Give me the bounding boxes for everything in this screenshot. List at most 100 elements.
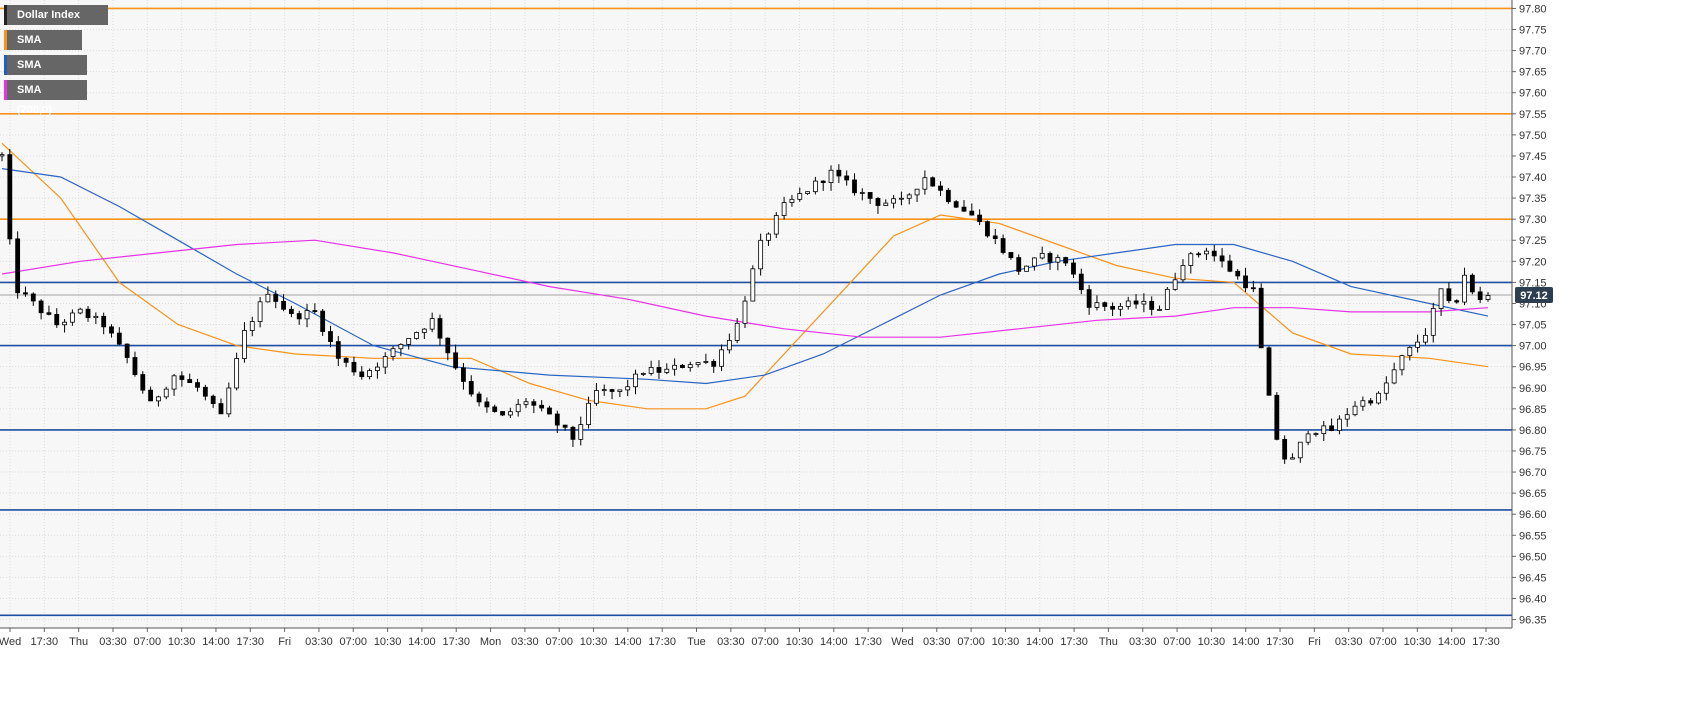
candle-body [554, 413, 560, 426]
candle-body [1243, 275, 1248, 289]
x-tick-label: 14:00 [202, 636, 230, 648]
candle-body [281, 301, 286, 310]
candle-body [351, 361, 357, 373]
candle-body [7, 154, 13, 240]
x-tick-label: 07:00 [1369, 636, 1397, 648]
candle-layer [0, 148, 1491, 464]
y-tick-label: 96.55 [1519, 530, 1547, 542]
candle-body [1102, 302, 1108, 307]
x-tick-label: 14:00 [1232, 636, 1260, 648]
candle-body [148, 389, 154, 402]
candle-body [445, 337, 451, 354]
x-tick-label: 10:30 [374, 636, 402, 648]
candle-body [773, 215, 779, 235]
candle-body [1391, 369, 1397, 384]
x-tick-label: 14:00 [820, 636, 848, 648]
y-tick-label: 97.55 [1519, 109, 1547, 121]
x-tick-label: 14:00 [1438, 636, 1466, 648]
candle-body [750, 268, 756, 302]
candle-body [54, 313, 60, 326]
candle-body [375, 366, 380, 371]
x-tick-label: 10:30 [580, 636, 608, 648]
candle-body [1352, 405, 1358, 416]
candle-body [179, 375, 185, 380]
candle-body [429, 318, 435, 330]
candle-body [859, 192, 865, 194]
x-tick-label: 07:00 [134, 636, 162, 648]
candle-body [1430, 308, 1436, 336]
x-tick-label: 03:30 [717, 636, 745, 648]
candle-body [985, 221, 990, 237]
candle-body [1485, 295, 1491, 300]
candle-body [539, 404, 545, 409]
candle-body [163, 388, 169, 398]
candle-body [1164, 288, 1170, 310]
candle-body [961, 206, 967, 212]
x-tick-label: 14:00 [408, 636, 436, 648]
candle-body [812, 180, 818, 193]
candle-body [242, 330, 247, 359]
candle-body [570, 426, 576, 440]
candle-body [734, 322, 740, 341]
candle-body [969, 210, 975, 216]
y-tick-label: 96.80 [1519, 425, 1547, 437]
y-tick-label: 96.40 [1519, 593, 1547, 605]
candle-body [30, 293, 36, 302]
legend-sma200: SMA (200,0) [4, 80, 87, 116]
candle-body [945, 189, 951, 203]
candle-body [1180, 265, 1186, 281]
y-tick-label: 97.70 [1519, 46, 1547, 58]
candle-body [500, 411, 505, 416]
candle-body [1110, 306, 1115, 310]
candle-body [656, 367, 662, 373]
candle-body [562, 424, 568, 428]
x-tick-label: Fri [1308, 636, 1321, 648]
candle-body [687, 364, 693, 368]
candle-body [922, 177, 928, 190]
candle-body [820, 180, 826, 184]
candle-body [273, 293, 279, 302]
x-tick-label: 17:30 [648, 636, 676, 648]
candle-body [1047, 253, 1053, 263]
candle-body [93, 315, 99, 319]
candle-body [1399, 355, 1405, 371]
x-tick-label: 17:30 [1266, 636, 1294, 648]
candle-body [1196, 253, 1202, 256]
candle-body [1337, 418, 1342, 431]
candle-body [1008, 252, 1014, 259]
candle-body [101, 315, 107, 328]
y-tick-label: 96.50 [1519, 551, 1547, 563]
x-tick-label: Thu [1099, 636, 1118, 648]
candle-body [132, 357, 138, 375]
x-tick-label: Thu [69, 636, 88, 648]
candle-body [601, 389, 607, 391]
current-price-badge [1515, 287, 1553, 304]
candle-body [617, 389, 623, 392]
candle-body [1055, 257, 1061, 263]
candle-body [414, 332, 419, 339]
candle-body [891, 198, 896, 204]
candle-body [1188, 253, 1194, 266]
candle-body [468, 381, 474, 395]
candle-body [1329, 425, 1334, 431]
candle-body [906, 194, 912, 199]
candle-body [461, 367, 466, 382]
x-tick-label: 03:30 [305, 636, 333, 648]
candle-body [938, 185, 943, 191]
candle-body [140, 374, 146, 391]
x-tick-label: 17:30 [1472, 636, 1500, 648]
y-tick-label: 96.85 [1519, 404, 1547, 416]
candle-body [77, 308, 83, 314]
candle-body [406, 338, 412, 345]
candle-body [1063, 257, 1069, 264]
x-tick-label: Mon [480, 636, 501, 648]
y-tick-label: 96.45 [1519, 572, 1547, 584]
candle-body [124, 343, 130, 358]
candle-body [726, 340, 732, 351]
candle-body [844, 175, 850, 181]
candle-body [883, 202, 889, 206]
y-tick-label: 96.35 [1519, 615, 1547, 627]
candle-body [828, 169, 834, 184]
x-tick-label: 03:30 [923, 636, 951, 648]
candle-body [1235, 270, 1241, 277]
